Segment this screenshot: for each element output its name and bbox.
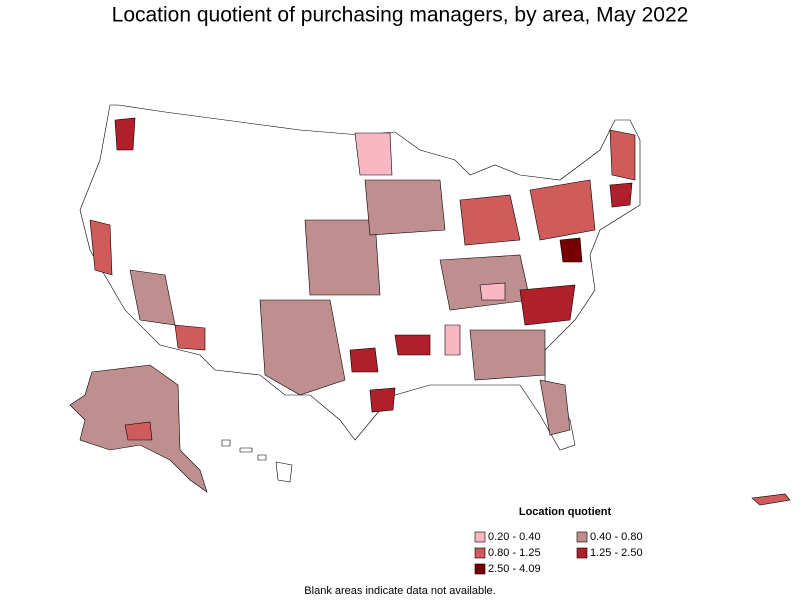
area (259, 299, 346, 396)
hawaii (221, 439, 293, 483)
area (174, 324, 206, 351)
title: Location quotient of purchasing managers… (112, 4, 689, 27)
area (529, 179, 596, 241)
legend-label: 2.50 - 4.09 (488, 563, 541, 575)
area (539, 379, 571, 436)
legend-swatch (576, 531, 588, 543)
area (354, 132, 393, 176)
legend-label: 0.20 - 0.40 (488, 531, 541, 543)
legend-swatch (474, 563, 486, 575)
puerto-rico (751, 493, 791, 506)
area (89, 219, 113, 276)
area (304, 219, 381, 296)
area (459, 194, 521, 246)
legend-swatch (576, 547, 588, 559)
legend-swatch (474, 531, 486, 543)
area (349, 347, 379, 373)
legend-title: Location quotient (519, 506, 612, 518)
area (609, 182, 633, 208)
map (69, 104, 791, 506)
area (519, 284, 576, 326)
area (114, 117, 136, 151)
area (394, 334, 431, 356)
legend: Location quotient 0.20 - 0.40 0.40 - 0.80… (474, 506, 643, 575)
area (479, 282, 506, 301)
area (364, 179, 446, 236)
area (439, 254, 531, 311)
area (469, 329, 546, 381)
legend-swatch (474, 547, 486, 559)
legend-label: 0.40 - 0.80 (590, 531, 643, 543)
legend-label: 1.25 - 2.50 (590, 547, 643, 559)
area (609, 129, 636, 181)
legend-label: 0.80 - 1.25 (488, 547, 541, 559)
note: Blank areas indicate data not available. (304, 585, 495, 597)
legend-items: 0.20 - 0.40 0.40 - 0.80 0.80 - 1.25 1.25 - … (474, 531, 643, 575)
area (369, 387, 396, 413)
area (124, 421, 153, 441)
area (559, 237, 583, 263)
area (444, 324, 461, 356)
